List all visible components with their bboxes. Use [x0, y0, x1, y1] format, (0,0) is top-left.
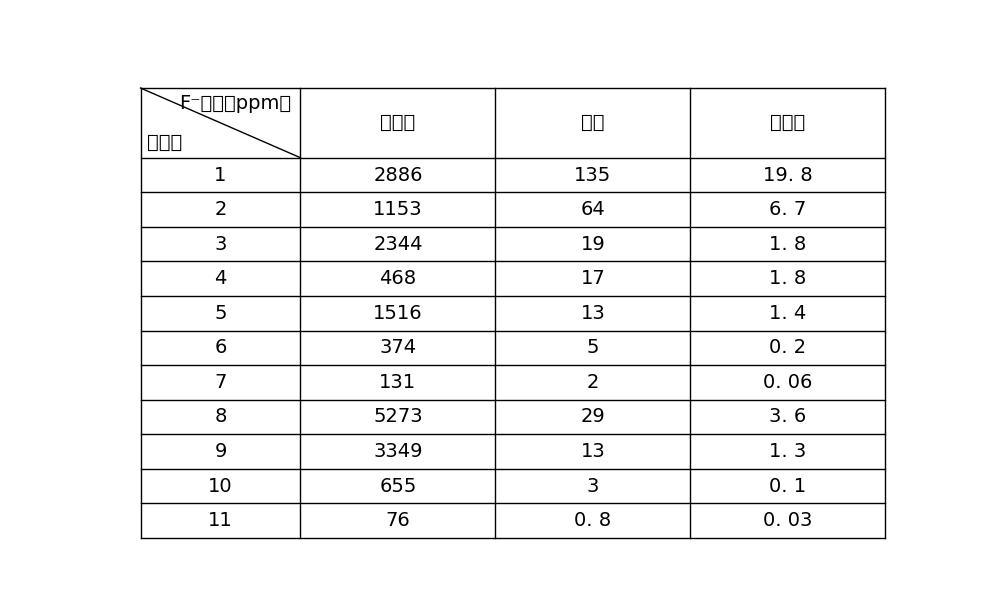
- Text: 3: 3: [587, 477, 599, 496]
- Text: 5: 5: [587, 338, 599, 357]
- Text: 8: 8: [214, 407, 227, 426]
- Text: 135: 135: [574, 165, 611, 184]
- Text: 2344: 2344: [373, 235, 423, 253]
- Text: 实施例: 实施例: [147, 133, 182, 152]
- Text: 9: 9: [214, 442, 227, 461]
- Text: 0. 06: 0. 06: [763, 373, 812, 392]
- Text: 19. 8: 19. 8: [763, 165, 812, 184]
- Text: 1. 4: 1. 4: [769, 304, 806, 323]
- Text: 10: 10: [208, 477, 233, 496]
- Text: 5273: 5273: [373, 407, 423, 426]
- Text: 进气口: 进气口: [380, 113, 416, 132]
- Text: 1. 8: 1. 8: [769, 269, 806, 288]
- Text: F⁻含量（ppm）: F⁻含量（ppm）: [179, 93, 291, 113]
- Text: 6. 7: 6. 7: [769, 200, 806, 219]
- Text: 468: 468: [379, 269, 416, 288]
- Text: 64: 64: [580, 200, 605, 219]
- Text: 2: 2: [214, 200, 227, 219]
- Text: 0. 8: 0. 8: [574, 511, 611, 530]
- Text: 17: 17: [580, 269, 605, 288]
- Text: 76: 76: [386, 511, 410, 530]
- Text: 出气口: 出气口: [770, 113, 805, 132]
- Text: 2: 2: [587, 373, 599, 392]
- Text: 13: 13: [580, 304, 605, 323]
- Text: 655: 655: [379, 477, 417, 496]
- Text: 5: 5: [214, 304, 227, 323]
- Text: 19: 19: [580, 235, 605, 253]
- Text: 0. 1: 0. 1: [769, 477, 806, 496]
- Text: 131: 131: [379, 373, 416, 392]
- Text: 3: 3: [214, 235, 227, 253]
- Text: 3. 6: 3. 6: [769, 407, 806, 426]
- Text: 0. 2: 0. 2: [769, 338, 806, 357]
- Text: 1516: 1516: [373, 304, 423, 323]
- Text: 13: 13: [580, 442, 605, 461]
- Text: 4: 4: [214, 269, 227, 288]
- Text: 0. 03: 0. 03: [763, 511, 812, 530]
- Text: 1. 8: 1. 8: [769, 235, 806, 253]
- Text: 3349: 3349: [373, 442, 423, 461]
- Text: 29: 29: [580, 407, 605, 426]
- Text: 374: 374: [379, 338, 416, 357]
- Text: 气柜: 气柜: [581, 113, 605, 132]
- Text: 2886: 2886: [373, 165, 423, 184]
- Text: 11: 11: [208, 511, 233, 530]
- Text: 6: 6: [214, 338, 227, 357]
- Text: 1: 1: [214, 165, 227, 184]
- Text: 7: 7: [214, 373, 227, 392]
- Text: 1. 3: 1. 3: [769, 442, 806, 461]
- Text: 1153: 1153: [373, 200, 423, 219]
